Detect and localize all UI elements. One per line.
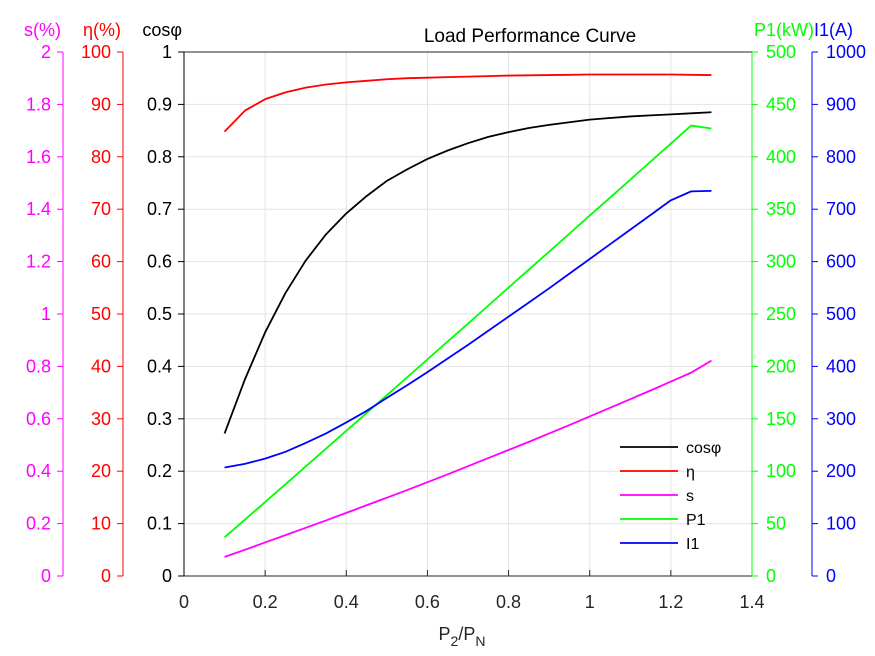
legend-label-i1: I1 [686,536,699,553]
p1-tick-label: 300 [766,252,796,272]
s-tick-label: 0.6 [26,409,51,429]
cos-tick-label: 0.7 [147,199,172,219]
i1-axis-title: I1(A) [814,20,853,40]
p1-tick-label: 50 [766,514,786,534]
cos-tick-label: 0.8 [147,147,172,167]
s-axis-title: s(%) [24,20,61,40]
cos-tick-label: 0.9 [147,94,172,114]
x-tick-label: 1.4 [739,592,764,612]
i1-tick-label: 1000 [826,42,866,62]
legend-label-cos: cosφ [686,440,721,457]
eta-tick-label: 0 [101,566,111,586]
x-tick-label: 1 [585,592,595,612]
x-tick-label: 0.8 [496,592,521,612]
cos-tick-label: 0 [162,566,172,586]
s-tick-label: 1 [41,304,51,324]
s-tick-label: 1.2 [26,252,51,272]
series-line-eta [223,73,712,133]
eta-tick-label: 60 [91,252,111,272]
x-axis-title: P2/PN [439,624,486,649]
i1-tick-label: 500 [826,304,856,324]
legend: cosφ ηs P1 I1 [620,440,721,553]
s-tick-label: 1.8 [26,94,51,114]
i1-tick-label: 300 [826,409,856,429]
p1-tick-label: 0 [766,566,776,586]
eta-tick-label: 90 [91,94,111,114]
chart-title: Load Performance Curve [424,26,636,47]
cos-tick-label: 0.3 [147,409,172,429]
cos-tick-label: 0.4 [147,356,172,376]
legend-label-p1: P1 [686,512,706,529]
p1-tick-label: 350 [766,199,796,219]
x-tick-label: 0.4 [334,592,359,612]
series-line-i1 [224,189,712,469]
cos-tick-label: 0.2 [147,461,172,481]
p1-tick-label: 200 [766,356,796,376]
eta-axis-title: η(%) [83,20,121,40]
series-line-s [224,359,712,558]
s-tick-label: 1.6 [26,147,51,167]
p1-tick-label: 250 [766,304,796,324]
series-line-cos [223,111,712,434]
series-lines [223,73,712,558]
s-tick-label: 0.8 [26,356,51,376]
i1-tick-label: 600 [826,252,856,272]
legend-label-eta: η [686,464,695,481]
i1-tick-label: 400 [826,356,856,376]
axes: 0 0.2 0.4 0.6 0.8 1 1.2 1.4 P2/PN 0 0.1 0.2 0.3 0.4 0.… [24,20,866,649]
cos-tick-label: 0.1 [147,514,172,534]
s-tick-label: 0.4 [26,461,51,481]
s-tick-label: 0 [41,566,51,586]
p1-axis-title: P1(kW) [754,20,814,40]
eta-tick-label: 50 [91,304,111,324]
i1-tick-label: 200 [826,461,856,481]
p1-tick-label: 400 [766,147,796,167]
s-tick-label: 0.2 [26,514,51,534]
eta-tick-label: 30 [91,409,111,429]
cos-axis-title: cosφ [142,20,182,40]
i1-tick-label: 0 [826,566,836,586]
s-tick-label: 1.4 [26,199,51,219]
i1-tick-label: 900 [826,94,856,114]
p1-tick-label: 100 [766,461,796,481]
cos-tick-label: 0.6 [147,252,172,272]
x-tick-label: 0.6 [415,592,440,612]
legend-label-s: s [686,488,694,505]
x-tick-label: 1.2 [658,592,683,612]
eta-tick-label: 80 [91,147,111,167]
i1-tick-label: 800 [826,147,856,167]
eta-tick-label: 20 [91,461,111,481]
i1-tick-label: 700 [826,199,856,219]
x-tick-label: 0.2 [253,592,278,612]
s-tick-label: 2 [41,42,51,62]
eta-tick-label: 70 [91,199,111,219]
cos-tick-label: 1 [162,42,172,62]
x-tick-label: 0 [179,592,189,612]
p1-tick-label: 150 [766,409,796,429]
i1-tick-label: 100 [826,514,856,534]
eta-tick-label: 40 [91,356,111,376]
p1-tick-label: 500 [766,42,796,62]
eta-tick-label: 100 [81,42,111,62]
series-line-p1 [223,124,712,539]
p1-tick-label: 450 [766,94,796,114]
cos-tick-label: 0.5 [147,304,172,324]
eta-tick-label: 10 [91,514,111,534]
